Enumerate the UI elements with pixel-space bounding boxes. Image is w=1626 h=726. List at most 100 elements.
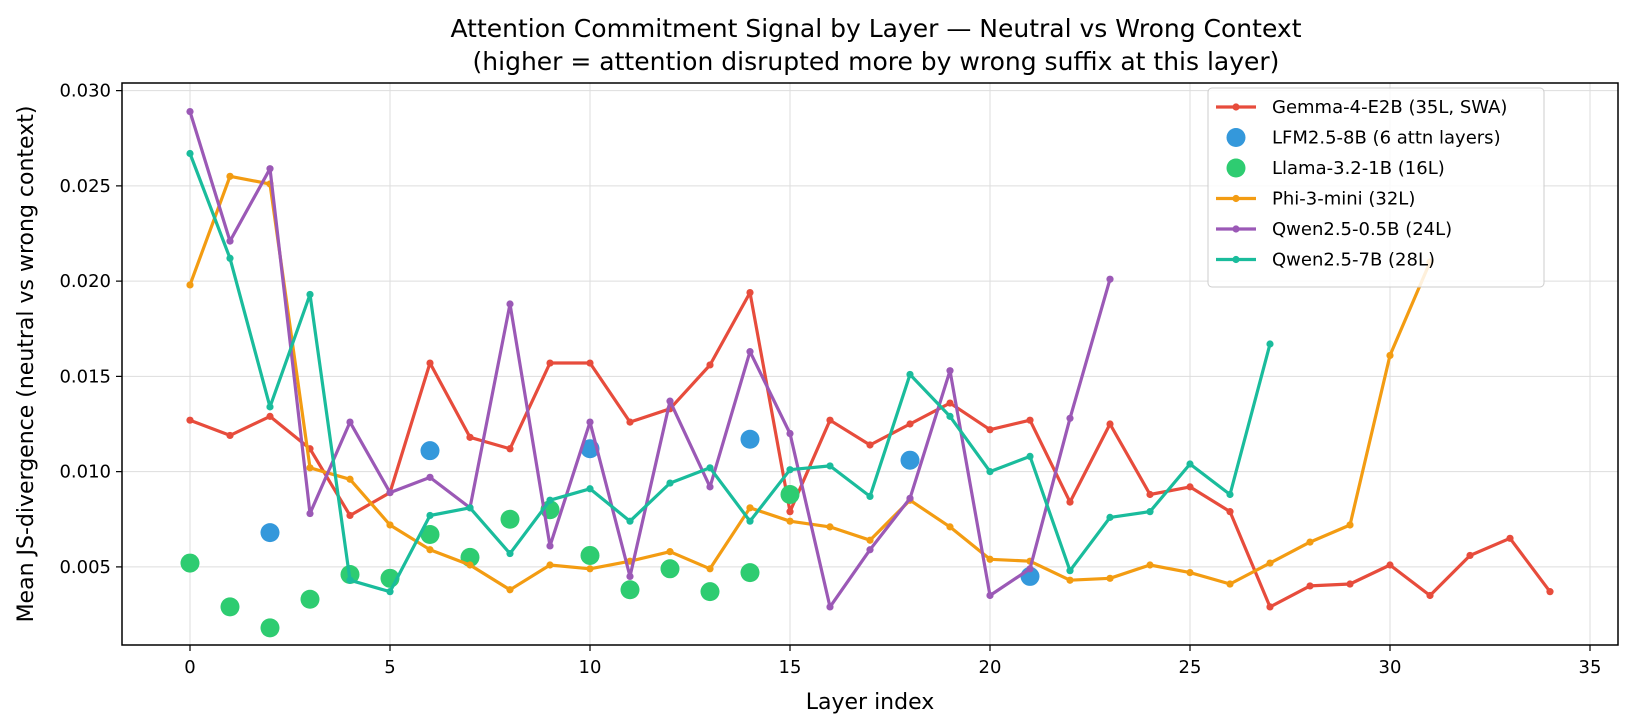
legend-item: Llama-3.2-1B (16L)	[1226, 158, 1445, 179]
data-point	[906, 420, 914, 428]
legend-item: Gemma-4-E2B (35L, SWA)	[1216, 97, 1507, 118]
series-qwen2-5-0-5b-24l	[186, 107, 1114, 611]
data-point	[1026, 452, 1034, 460]
data-point	[946, 412, 954, 420]
series-llama-3-2-1b-16l	[180, 484, 800, 638]
data-point	[586, 565, 594, 573]
data-point	[506, 549, 514, 558]
data-point	[620, 580, 640, 600]
data-point	[306, 509, 314, 518]
data-point	[186, 416, 194, 424]
data-point	[1346, 521, 1354, 529]
data-point	[226, 431, 234, 440]
data-point	[306, 290, 314, 299]
y-axis-label: Mean JS-divergence (neutral vs wrong con…	[14, 106, 39, 623]
data-point	[260, 523, 280, 543]
data-point	[1026, 416, 1034, 424]
data-point	[420, 441, 440, 461]
data-point	[946, 523, 954, 531]
legend-item: Phi-3-mini (32L)	[1216, 189, 1415, 210]
legend-label: LFM2.5-8B (6 attn layers)	[1272, 128, 1501, 149]
y-tick-label: 0.010	[59, 462, 111, 483]
data-point	[186, 281, 194, 289]
y-tick-label: 0.005	[59, 557, 111, 578]
legend-marker	[1232, 194, 1240, 203]
data-point	[946, 367, 954, 375]
data-point	[1066, 414, 1074, 422]
data-point	[546, 359, 554, 367]
x-tick-label: 15	[779, 657, 802, 678]
data-point	[1466, 551, 1474, 560]
data-point	[506, 445, 514, 453]
data-point	[1266, 559, 1274, 567]
y-tick-label: 0.025	[59, 176, 111, 197]
data-point	[186, 107, 194, 116]
series-gemma-4-e2b-35l-swa	[186, 288, 1554, 611]
data-point	[226, 172, 234, 180]
plot-frame	[121, 82, 1619, 646]
legend-item: LFM2.5-8B (6 attn layers)	[1226, 128, 1501, 149]
y-tick-label: 0.015	[59, 366, 111, 387]
data-point	[1106, 574, 1114, 582]
data-point	[826, 523, 834, 531]
data-point	[946, 399, 954, 407]
data-point	[306, 464, 314, 472]
data-point	[1226, 508, 1234, 516]
data-point	[506, 300, 514, 308]
legend-marker	[1226, 128, 1246, 147]
data-point	[626, 572, 634, 581]
data-point	[746, 348, 754, 356]
data-point	[746, 517, 754, 525]
data-point	[1146, 561, 1154, 569]
data-point	[1226, 490, 1234, 499]
data-point	[466, 561, 474, 569]
data-point	[546, 496, 554, 504]
series-line	[189, 291, 1552, 609]
data-point	[580, 545, 600, 565]
data-point	[1066, 576, 1074, 584]
legend-box	[1207, 87, 1545, 288]
x-tick-label: 5	[384, 657, 395, 678]
data-point	[426, 546, 434, 554]
data-point	[906, 370, 914, 379]
data-point	[626, 418, 634, 426]
data-point	[666, 479, 674, 487]
data-point	[826, 462, 834, 470]
data-point	[986, 555, 994, 563]
series-line	[188, 152, 1272, 594]
legend-label: Qwen2.5-0.5B (24L)	[1272, 219, 1452, 240]
data-point	[1506, 534, 1514, 542]
data-point	[700, 582, 720, 602]
legend-marker	[1232, 255, 1240, 264]
data-point	[986, 426, 994, 434]
data-point	[866, 536, 874, 544]
x-tick-label: 35	[1579, 657, 1602, 678]
y-tick-label: 0.020	[59, 271, 111, 292]
x-tick-label: 10	[579, 657, 602, 678]
data-point	[346, 418, 354, 426]
data-point	[746, 504, 754, 512]
legend-item: Qwen2.5-7B (28L)	[1216, 250, 1435, 271]
data-point	[260, 618, 280, 638]
x-axis-label: Layer index	[806, 690, 935, 715]
data-point	[1146, 490, 1154, 499]
series-lfm2-5-8b-6-attn-layers	[260, 429, 1040, 586]
data-point	[706, 361, 714, 369]
data-point	[586, 359, 594, 367]
legend: Gemma-4-E2B (35L, SWA) LFM2.5-8B (6 attn …	[1207, 87, 1545, 288]
data-point	[300, 589, 320, 609]
data-point	[786, 517, 794, 525]
data-point	[426, 511, 434, 520]
data-point	[986, 591, 994, 600]
data-point	[180, 553, 200, 573]
data-point	[226, 237, 234, 245]
data-point	[426, 473, 434, 481]
y-tick-label: 0.030	[59, 81, 111, 102]
data-point	[1266, 340, 1274, 348]
data-point	[1066, 498, 1074, 506]
chart-title: Attention Commitment Signal by Layer — N…	[450, 14, 1301, 43]
data-point	[706, 565, 714, 573]
series-layer	[180, 107, 1554, 638]
data-point	[386, 521, 394, 529]
